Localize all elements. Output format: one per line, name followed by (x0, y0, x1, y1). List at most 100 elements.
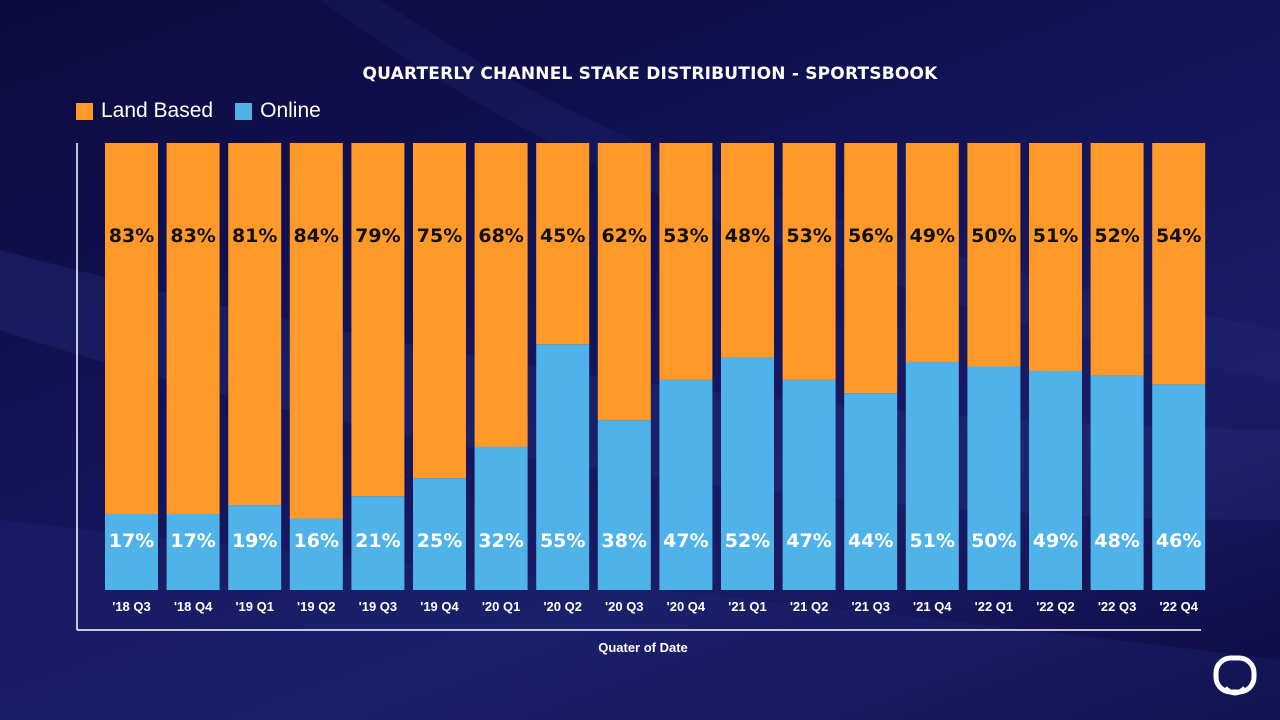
x-tick-label: '18 Q3 (112, 599, 151, 614)
data-label-land-based: 53% (786, 225, 831, 247)
data-label-land-based: 53% (663, 225, 708, 247)
data-label-land-based: 45% (540, 225, 585, 247)
brand-logo-icon (1213, 655, 1257, 696)
bar-online (536, 344, 590, 590)
bar-online (228, 505, 282, 590)
data-label-land-based: 75% (417, 225, 462, 247)
bar-online (166, 514, 220, 590)
data-label-land-based: 81% (232, 225, 277, 247)
legend-swatch-online (235, 102, 253, 120)
bar-online (351, 496, 405, 590)
bar-online (474, 446, 528, 590)
data-label-online: 47% (663, 530, 708, 552)
data-label-online: 19% (232, 530, 277, 552)
x-tick-label: '20 Q3 (605, 599, 644, 614)
bar-online (105, 514, 158, 590)
data-label-land-based: 83% (109, 225, 154, 247)
bar-online (967, 366, 1021, 590)
x-tick-label: '22 Q3 (1098, 599, 1137, 614)
x-tick-label: '20 Q2 (543, 599, 582, 614)
x-tick-label: '20 Q1 (482, 599, 521, 614)
data-label-land-based: 62% (602, 225, 647, 247)
legend-label-land-based: Land Based (101, 99, 214, 122)
legend: Land Based Online (76, 99, 343, 123)
data-label-land-based: 68% (478, 225, 523, 247)
bar-land-based (844, 143, 898, 394)
bar-online (413, 478, 466, 590)
data-label-land-based: 49% (910, 225, 955, 247)
chart-title: QUARTERLY CHANNEL STAKE DISTRIBUTION - S… (362, 64, 938, 84)
bar-online (844, 393, 898, 590)
data-label-online: 49% (1033, 530, 1078, 552)
legend-item-online: Online (235, 99, 321, 123)
data-label-land-based: 84% (294, 225, 339, 247)
x-tick-label: '21 Q3 (851, 599, 890, 614)
bar-land-based (105, 143, 158, 515)
data-label-land-based: 79% (355, 225, 400, 247)
bar-online (289, 518, 343, 590)
legend-swatch-land-based (76, 102, 93, 120)
x-tick-label: '21 Q4 (913, 599, 952, 614)
x-tick-label: '19 Q4 (420, 599, 459, 614)
data-label-land-based: 54% (1156, 225, 1201, 247)
data-label-online: 50% (971, 530, 1016, 552)
bar-land-based (967, 143, 1021, 367)
x-tick-label: '19 Q3 (359, 599, 398, 614)
legend-label-online: Online (260, 99, 321, 122)
data-label-online: 17% (170, 530, 215, 552)
bar-land-based (351, 143, 405, 497)
bar-land-based (597, 143, 651, 421)
x-axis-title: Quater of Date (598, 640, 688, 655)
bar-land-based (1152, 143, 1206, 385)
bar-online (1090, 375, 1144, 590)
x-tick-label: '18 Q4 (174, 599, 213, 614)
bar-online (659, 379, 713, 590)
bar-land-based (413, 143, 466, 479)
data-label-online: 16% (294, 530, 339, 552)
bar-land-based (721, 143, 774, 358)
legend-item-land-based: Land Based (76, 99, 213, 123)
x-tick-label: '22 Q1 (975, 599, 1014, 614)
bar-online (1029, 370, 1082, 590)
data-label-online: 55% (540, 530, 585, 552)
data-label-online: 48% (1094, 530, 1139, 552)
bar-online (782, 379, 836, 590)
x-tick-label: '19 Q1 (235, 599, 274, 614)
data-label-online: 51% (910, 530, 955, 552)
bar-land-based (289, 143, 343, 519)
bar-land-based (659, 143, 713, 380)
data-label-land-based: 56% (848, 225, 893, 247)
bar-land-based (536, 143, 590, 345)
data-label-online: 46% (1156, 530, 1201, 552)
bar-online (1152, 384, 1206, 590)
data-label-land-based: 48% (725, 225, 770, 247)
bar-online (721, 357, 774, 590)
data-label-land-based: 52% (1094, 225, 1139, 247)
data-label-online: 25% (417, 530, 462, 552)
x-tick-label: '19 Q2 (297, 599, 336, 614)
bar-land-based (782, 143, 836, 380)
data-label-online: 32% (478, 530, 523, 552)
data-label-land-based: 83% (170, 225, 215, 247)
bar-land-based (1029, 143, 1082, 371)
data-label-online: 52% (725, 530, 770, 552)
data-label-online: 21% (355, 530, 400, 552)
x-tick-label: '22 Q2 (1036, 599, 1075, 614)
bar-online (905, 362, 959, 590)
bar-land-based (474, 143, 528, 447)
data-label-online: 44% (848, 530, 893, 552)
x-tick-label: '20 Q4 (667, 599, 706, 614)
x-tick-label: '21 Q2 (790, 599, 829, 614)
data-label-online: 38% (602, 530, 647, 552)
bar-land-based (166, 143, 220, 515)
x-tick-label: '21 Q1 (728, 599, 767, 614)
data-label-land-based: 51% (1033, 225, 1078, 247)
x-tick-label: '22 Q4 (1159, 599, 1198, 614)
data-label-land-based: 50% (971, 225, 1016, 247)
bar-land-based (1090, 143, 1144, 376)
bar-land-based (905, 143, 959, 363)
data-label-online: 47% (786, 530, 831, 552)
bar-online (597, 420, 651, 590)
bar-land-based (228, 143, 282, 506)
